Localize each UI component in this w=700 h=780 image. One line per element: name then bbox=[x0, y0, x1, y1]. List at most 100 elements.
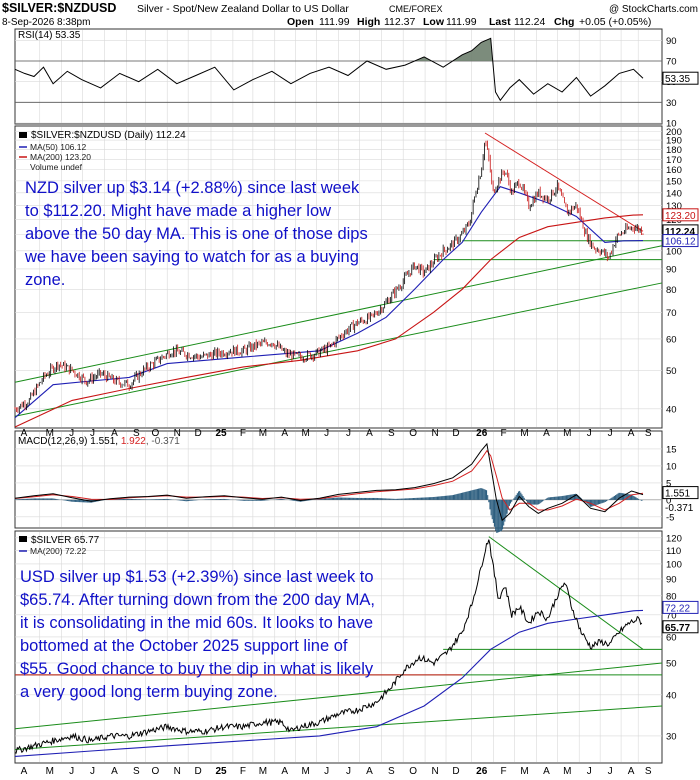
x-tick-label: A bbox=[543, 766, 550, 777]
usd-annotation-line: USD silver up $1.53 (+2.39%) since last … bbox=[20, 568, 374, 586]
value-tag bbox=[662, 486, 699, 500]
usd-ma200-line bbox=[14, 609, 644, 757]
x-tick-label: M bbox=[563, 766, 571, 777]
macd-legend-hist: , -0.371 bbox=[146, 436, 180, 447]
y-tick-label: 100 bbox=[666, 559, 682, 570]
y-tick-label: 70 bbox=[666, 308, 677, 319]
x-tick-label: J bbox=[90, 766, 95, 777]
x-tick-label: M bbox=[46, 428, 54, 439]
x-tick-label: S bbox=[133, 766, 140, 777]
usd-annotation-line: $55. Good chance to buy the dip in what … bbox=[20, 660, 374, 678]
macd-signal-line bbox=[14, 449, 644, 511]
usd-lower-support-trendline bbox=[14, 705, 663, 750]
x-tick-label: O bbox=[409, 766, 417, 777]
ma200-line bbox=[14, 214, 644, 428]
falling-resistance-trendline bbox=[484, 132, 644, 232]
macd-legend-macd: 1.551, bbox=[90, 436, 121, 447]
x-tick-label: S bbox=[645, 766, 652, 777]
x-tick-label: 25 bbox=[215, 766, 227, 777]
rsi-overbought-fill bbox=[15, 38, 643, 61]
nzd-annotation-line: above the 50 day MA. This is one of thos… bbox=[25, 225, 368, 243]
low-value: 111.99 bbox=[446, 16, 477, 28]
y-tick-label: 70 bbox=[666, 610, 677, 621]
x-tick-label: F bbox=[240, 428, 246, 439]
price-panel: 4050607080901001101201301401501601701801… bbox=[14, 127, 699, 428]
high-label: High bbox=[357, 16, 380, 28]
chg-label: Chg bbox=[554, 16, 574, 28]
y-tick-label: 40 bbox=[666, 690, 677, 701]
x-tick-label: A bbox=[366, 428, 373, 439]
x-tick-label: S bbox=[645, 428, 652, 439]
y-tick-label: 100 bbox=[666, 246, 682, 257]
nzd-annotation: NZD silver up $3.14 (+2.88%) since last … bbox=[24, 179, 368, 289]
price-legend-volume: Volume undef bbox=[30, 162, 83, 172]
x-tick-label: J bbox=[69, 428, 74, 439]
x-tick-label: A bbox=[281, 428, 288, 439]
value-tag-label: 112.24 bbox=[665, 227, 695, 238]
y-tick-label: 10 bbox=[666, 119, 677, 130]
usd-silver-line bbox=[14, 539, 643, 754]
y-tick-label: 80 bbox=[666, 285, 677, 296]
usd-legend-ma200: MA(200) 72.22 bbox=[30, 546, 86, 556]
nzd-annotation-line: to $112.20. Might have made a higher low bbox=[25, 202, 331, 220]
y-tick-label: 80 bbox=[666, 591, 677, 602]
x-tick-label: 25 bbox=[215, 428, 227, 439]
x-tick-label: F bbox=[501, 766, 507, 777]
y-tick-label: 150 bbox=[666, 176, 682, 187]
usd-annotation-line: it is consolidating in the mid 60s. It l… bbox=[20, 614, 373, 632]
low-label: Low bbox=[423, 16, 445, 28]
price-panel-frame bbox=[14, 125, 663, 429]
y-tick-label: 0 bbox=[666, 495, 671, 506]
value-tag-label: 65.77 bbox=[665, 623, 690, 634]
x-tick-label: J bbox=[346, 766, 351, 777]
y-tick-label: 30 bbox=[666, 98, 677, 109]
x-tick-label: J bbox=[69, 766, 74, 777]
x-tick-label: S bbox=[388, 428, 395, 439]
x-tick-label: M bbox=[259, 766, 267, 777]
x-tick-label: N bbox=[174, 428, 181, 439]
x-tick-label: S bbox=[133, 428, 140, 439]
x-tick-label: F bbox=[501, 428, 507, 439]
y-tick-label: 10 bbox=[666, 461, 677, 472]
header-symbol: $SILVER:$NZDUSD bbox=[2, 1, 116, 15]
x-tick-label: A bbox=[111, 428, 118, 439]
y-tick-label: 120 bbox=[666, 533, 682, 544]
y-tick-label: 50 bbox=[666, 658, 677, 669]
x-tick-label: M bbox=[563, 428, 571, 439]
usd-panel-frame bbox=[14, 530, 663, 764]
value-tag bbox=[662, 620, 699, 634]
header-description: Silver - Spot/New Zealand Dollar to US D… bbox=[137, 3, 349, 15]
upper-support-trendline bbox=[14, 245, 663, 383]
x-tick-label: J bbox=[324, 428, 329, 439]
y-tick-label: 70 bbox=[666, 57, 677, 68]
nzd-annotation-line: NZD silver up $3.14 (+2.88%) since last … bbox=[25, 179, 360, 197]
x-tick-label: J bbox=[608, 428, 613, 439]
y-tick-label: 30 bbox=[666, 731, 677, 742]
y-tick-label: 60 bbox=[666, 632, 677, 643]
usd-annotation: USD silver up $1.53 (+2.39%) since last … bbox=[20, 568, 375, 701]
y-tick-label: 5 bbox=[666, 478, 671, 489]
usd-upper-support-trendline bbox=[14, 662, 663, 730]
x-tick-label: N bbox=[174, 766, 181, 777]
value-tag-label: 106.12 bbox=[665, 237, 696, 248]
open-label: Open bbox=[287, 16, 314, 28]
x-tick-label: 26 bbox=[476, 428, 488, 439]
x-tick-label: A bbox=[111, 766, 118, 777]
x-tick-label: M bbox=[302, 428, 310, 439]
x-tick-label: D bbox=[195, 766, 202, 777]
y-tick-label: 130 bbox=[666, 201, 682, 212]
y-tick-label: 90 bbox=[666, 264, 677, 275]
y-tick-label: 190 bbox=[666, 136, 682, 147]
x-tick-label: M bbox=[259, 428, 267, 439]
x-axis: A M J J A S O N D 25 F M A M J J A S O N D 26 F M A M J J A SA M J J A S O N… bbox=[21, 428, 652, 777]
header-copyright: @ StockCharts.com bbox=[609, 4, 698, 15]
value-tag-label: 123.20 bbox=[665, 211, 696, 222]
header-ohlc: Open 111.99 High 112.37 Low 111.99 Last … bbox=[287, 16, 651, 28]
x-tick-label: 26 bbox=[476, 766, 488, 777]
macd-legend-name: MACD(12,26,9) bbox=[18, 436, 90, 447]
y-tick-label: 160 bbox=[666, 165, 682, 176]
y-tick-label: 50 bbox=[666, 366, 677, 377]
value-tag-label: 53.35 bbox=[665, 74, 690, 85]
y-tick-label: 40 bbox=[666, 404, 677, 415]
